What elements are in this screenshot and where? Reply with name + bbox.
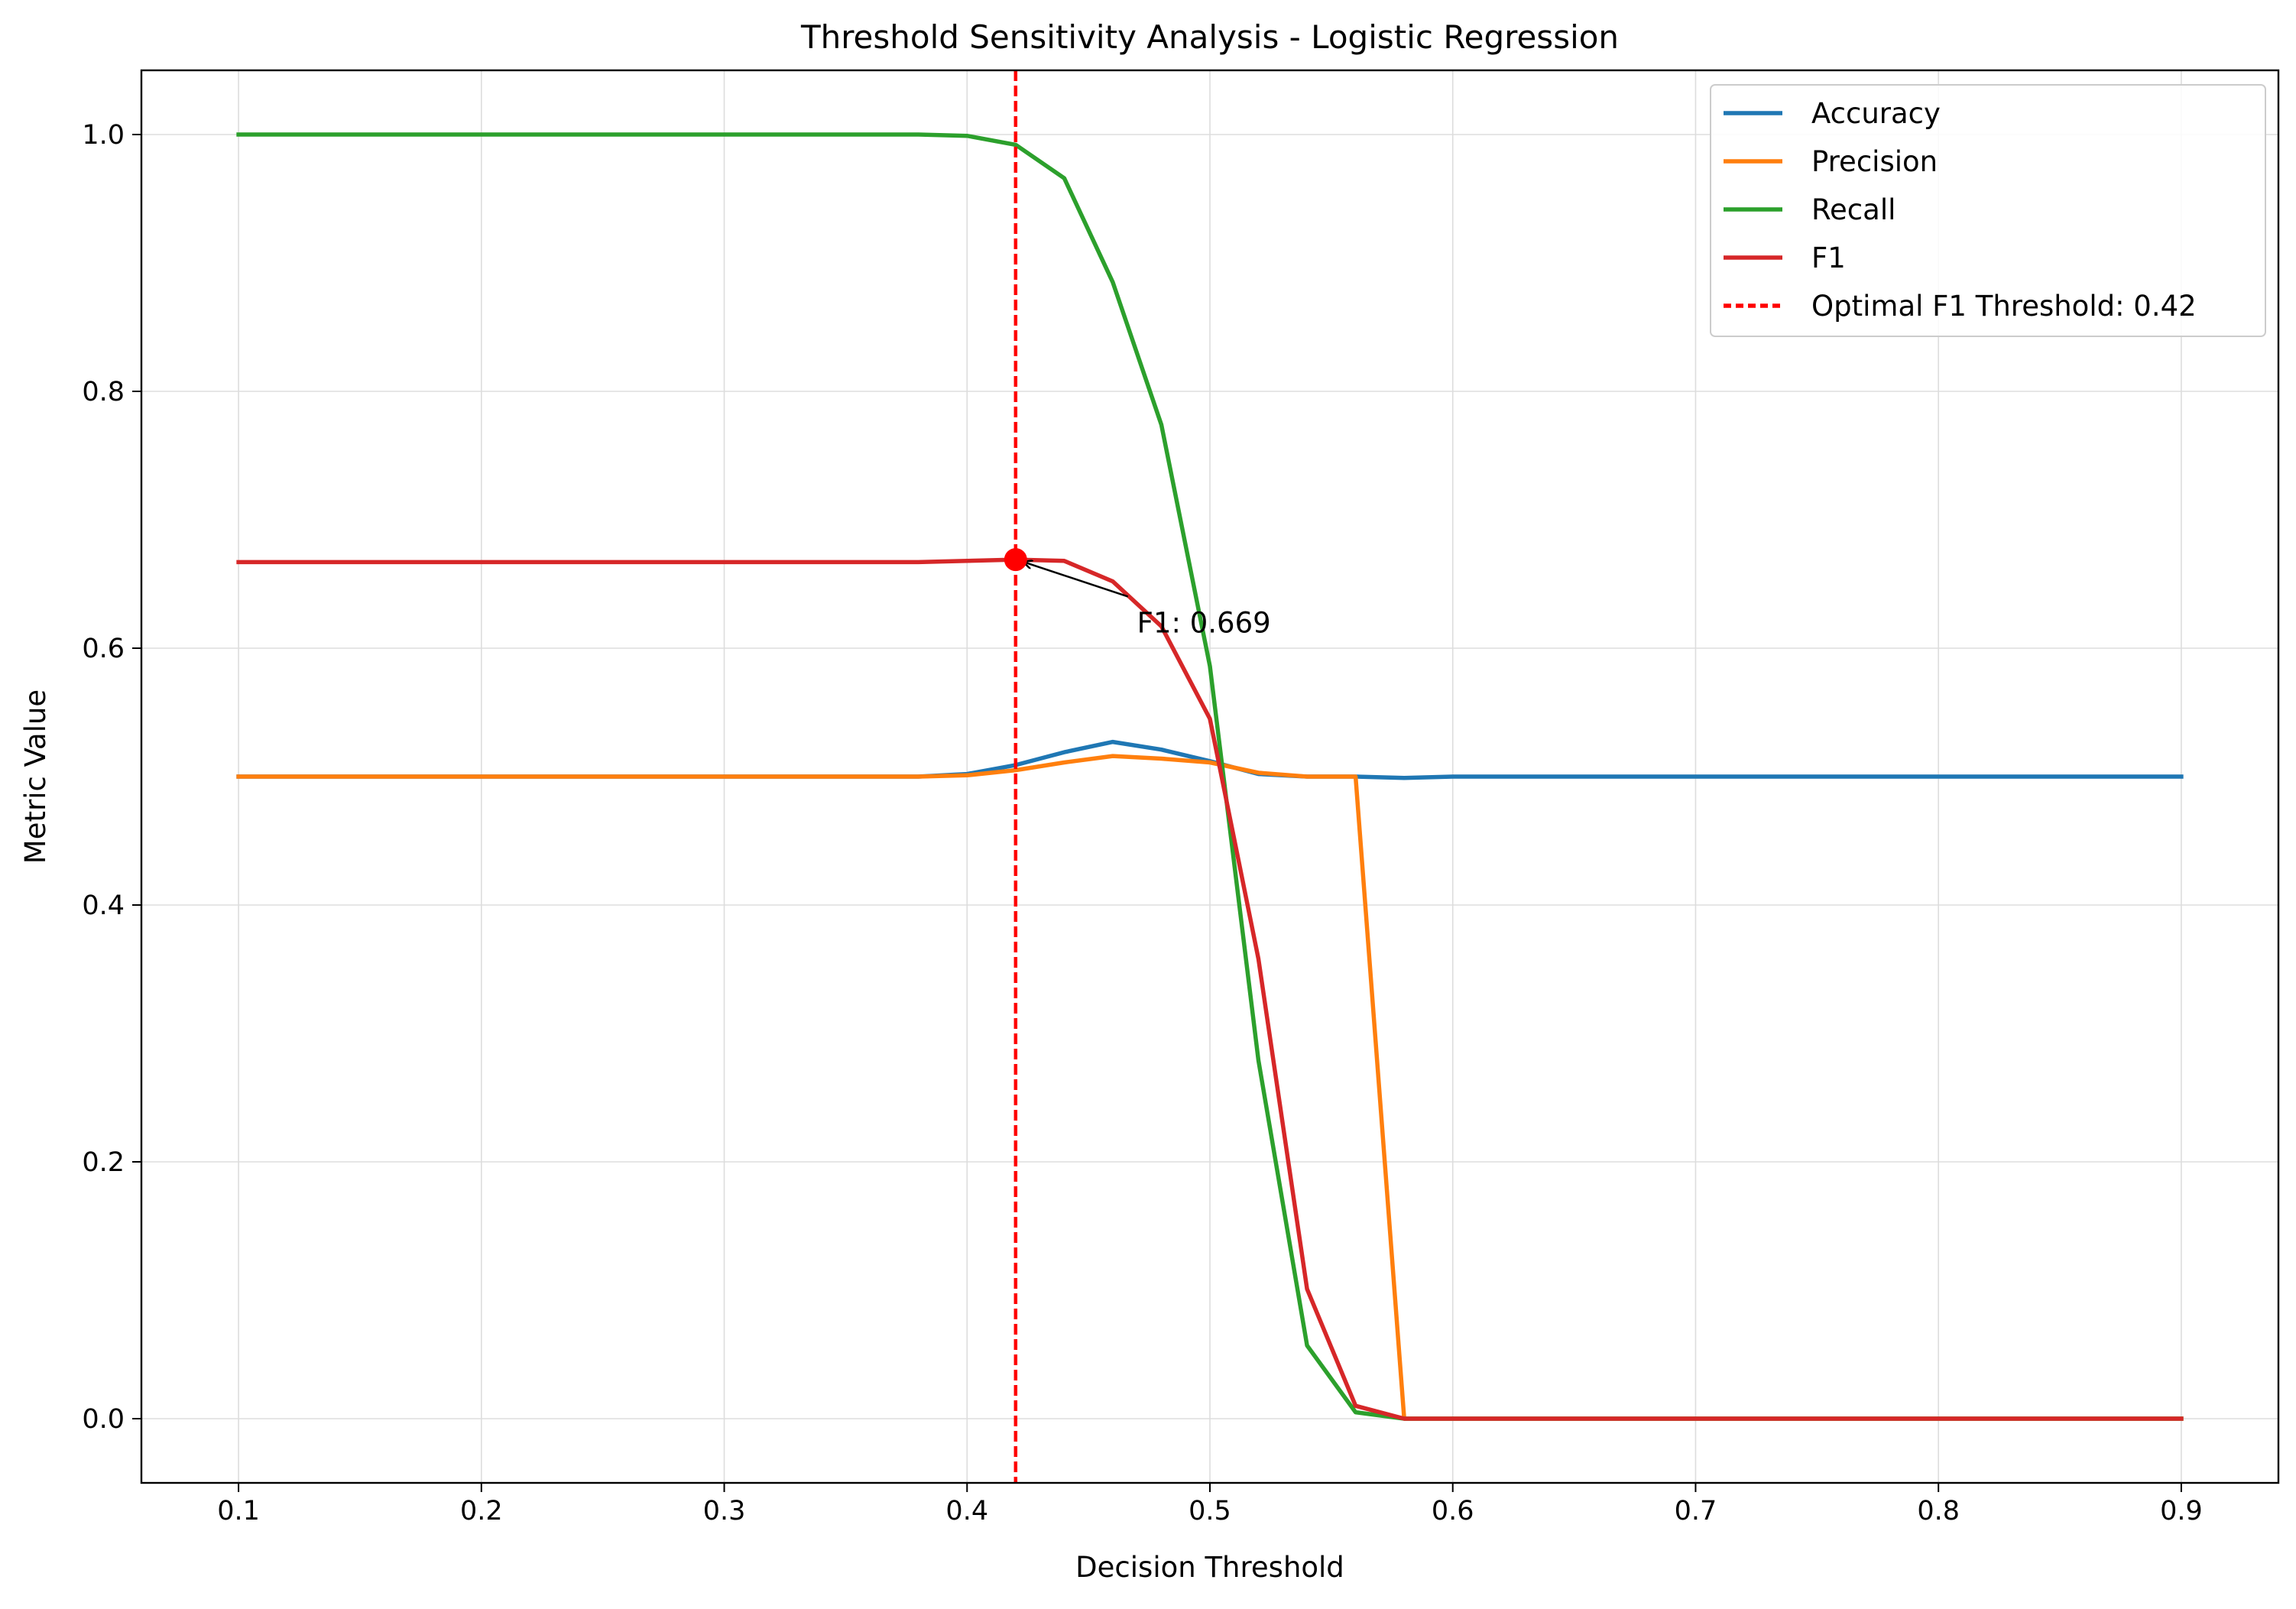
annotation-label: F1: 0.669	[1137, 606, 1271, 639]
y-tick-label: 0.6	[82, 634, 125, 664]
y-tick-label: 0.2	[82, 1147, 125, 1178]
y-tick-label: 0.8	[82, 377, 125, 407]
series-lines	[236, 132, 2184, 1421]
x-tick-label: 0.6	[1432, 1496, 1474, 1526]
x-axis-ticks: 0.1 0.2 0.3 0.4 0.5 0.6 0.7 0.8 0.9	[217, 1483, 2203, 1526]
y-tick-label: 1.0	[82, 120, 125, 151]
optimal-f1-marker	[1004, 548, 1027, 572]
annotation-layer: F1: 0.669	[1004, 70, 1271, 1483]
x-tick-label: 0.2	[460, 1496, 503, 1526]
legend-label: Precision	[1811, 145, 1938, 178]
x-axis-label: Decision Threshold	[1075, 1551, 1344, 1584]
y-axis-label: Metric Value	[19, 689, 52, 864]
legend-label: Recall	[1811, 193, 1895, 226]
x-tick-label: 0.4	[945, 1496, 988, 1526]
x-tick-label: 0.1	[217, 1496, 260, 1526]
legend-box	[1710, 84, 2266, 337]
annotation-arrow	[1023, 562, 1129, 598]
legend-label: Accuracy	[1811, 97, 1941, 130]
y-axis-ticks: 0.0 0.2 0.4 0.6 0.8 1.0	[82, 120, 141, 1435]
y-tick-label: 0.0	[82, 1404, 125, 1435]
series-line-f1	[236, 557, 2184, 1421]
y-tick-label: 0.4	[82, 890, 125, 921]
x-tick-label: 0.7	[1675, 1496, 1717, 1526]
x-tick-label: 0.8	[1917, 1496, 1960, 1526]
legend-label: F1	[1811, 242, 1846, 274]
legend: Accuracy Precision Recall F1 Optimal F1 Thre…	[1710, 84, 2266, 337]
legend-label: Optimal F1 Threshold: 0.42	[1811, 290, 2197, 323]
x-tick-label: 0.9	[2160, 1496, 2203, 1526]
x-tick-label: 0.3	[703, 1496, 746, 1526]
x-tick-label: 0.5	[1189, 1496, 1231, 1526]
chart-title: Threshold Sensitivity Analysis - Logisti…	[800, 18, 1619, 56]
